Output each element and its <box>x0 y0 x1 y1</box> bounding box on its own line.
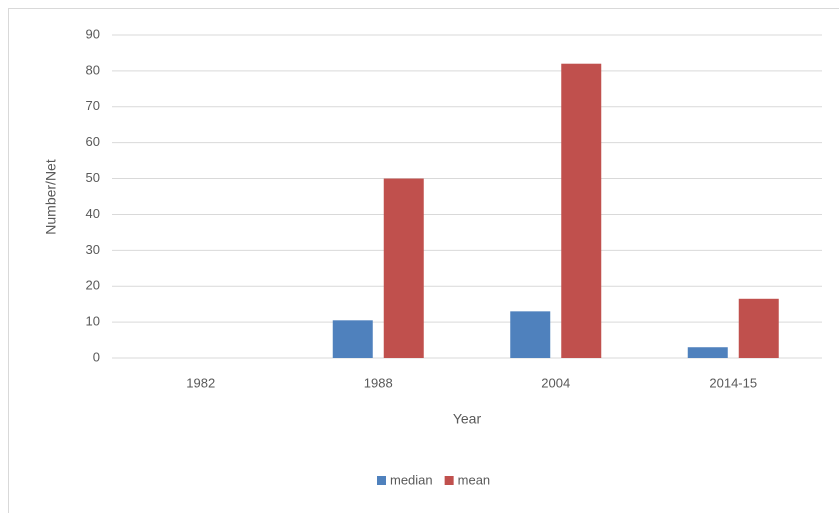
legend-swatch <box>377 476 386 485</box>
bar <box>687 347 728 358</box>
x-tick-label: 1982 <box>186 375 215 390</box>
y-axis-title: Number/Net <box>43 159 59 235</box>
y-tick-label: 70 <box>86 98 100 113</box>
bar <box>561 63 602 358</box>
legend-label: median <box>390 472 433 487</box>
legend-swatch <box>444 476 454 485</box>
y-tick-label: 40 <box>86 206 100 221</box>
y-tick-label: 60 <box>86 134 100 149</box>
x-tick-label: 2004 <box>541 375 570 390</box>
bar <box>738 298 779 358</box>
y-tick-label: 30 <box>86 242 100 257</box>
x-tick-label: 2014-15 <box>709 375 757 390</box>
bar <box>510 311 551 358</box>
legend-label: mean <box>458 472 491 487</box>
chart-border <box>8 8 839 513</box>
x-tick-label: 1988 <box>364 375 393 390</box>
y-tick-label: 20 <box>86 278 100 293</box>
bar <box>383 178 424 358</box>
y-tick-label: 80 <box>86 62 100 77</box>
y-tick-label: 50 <box>86 170 100 185</box>
y-tick-label: 90 <box>86 26 100 41</box>
y-tick-label: 0 <box>93 349 100 364</box>
x-axis-title: Year <box>453 411 482 427</box>
y-tick-label: 10 <box>86 314 100 329</box>
bar <box>332 320 373 358</box>
